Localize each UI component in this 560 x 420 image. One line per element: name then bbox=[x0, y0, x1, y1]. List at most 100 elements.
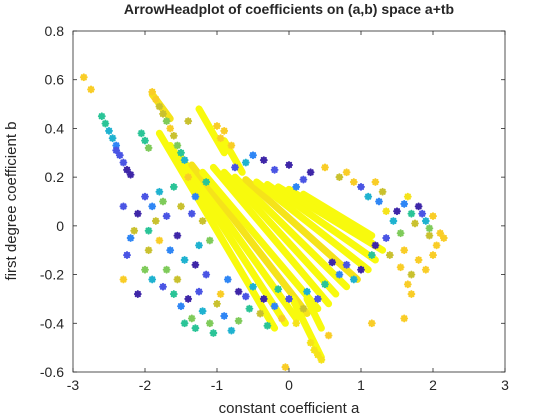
data-point-74 bbox=[310, 346, 319, 354]
data-point-134 bbox=[249, 282, 257, 291]
data-point-25 bbox=[184, 117, 193, 126]
data-point-96 bbox=[411, 219, 419, 228]
marker-band-3 bbox=[188, 161, 311, 318]
x-tick-label: -1 bbox=[211, 377, 224, 393]
data-point-58 bbox=[205, 319, 214, 328]
marker-band-0 bbox=[155, 129, 279, 332]
data-point-61 bbox=[220, 312, 229, 320]
marker-band-10 bbox=[263, 180, 379, 264]
data-point-100 bbox=[389, 217, 398, 225]
data-point-85 bbox=[421, 265, 430, 274]
data-point-154 bbox=[382, 207, 391, 216]
data-point-43 bbox=[180, 256, 189, 264]
data-point-124 bbox=[335, 270, 344, 279]
x-axis: -3 -2 -1 0 1 2 3 bbox=[67, 31, 509, 393]
data-point-60 bbox=[213, 299, 221, 308]
data-point-40 bbox=[169, 182, 178, 191]
data-point-155 bbox=[403, 192, 412, 201]
data-point-29 bbox=[227, 141, 236, 150]
data-point-125 bbox=[342, 260, 351, 269]
data-point-81 bbox=[396, 263, 405, 272]
data-point-49 bbox=[148, 275, 157, 284]
y-tick-label: 0.2 bbox=[45, 169, 65, 185]
data-point-22 bbox=[173, 141, 182, 150]
data-point-71 bbox=[299, 304, 308, 313]
data-point-19 bbox=[144, 144, 153, 152]
data-point-76 bbox=[317, 355, 326, 364]
y-tick-label: -0.2 bbox=[40, 267, 64, 283]
data-point-104 bbox=[378, 187, 387, 196]
data-point-16 bbox=[126, 170, 135, 179]
data-point-33 bbox=[155, 187, 164, 196]
chart-title: ArrowHeadplot of coefficients on (a,b) s… bbox=[124, 1, 454, 17]
marker-band-15 bbox=[195, 105, 228, 157]
data-point-20 bbox=[166, 124, 175, 133]
data-point-48 bbox=[141, 265, 149, 274]
data-point-91 bbox=[418, 209, 427, 218]
data-point-144 bbox=[187, 209, 196, 218]
data-point-135 bbox=[234, 287, 243, 296]
data-point-140 bbox=[191, 192, 200, 201]
x-tick-label: 2 bbox=[429, 377, 437, 393]
y-axis-label: first degree coefficient b bbox=[3, 122, 20, 281]
data-point-13 bbox=[115, 151, 124, 160]
data-point-37 bbox=[159, 197, 167, 206]
data-point-119 bbox=[259, 156, 268, 164]
data-point-67 bbox=[263, 321, 272, 330]
data-point-116 bbox=[292, 182, 301, 191]
y-tick-label: -0.4 bbox=[40, 315, 64, 331]
marker-band-4 bbox=[199, 168, 322, 313]
data-point-129 bbox=[313, 295, 322, 303]
data-point-88 bbox=[425, 231, 434, 240]
data-point-84 bbox=[414, 256, 423, 264]
y-tick-label: 0.8 bbox=[45, 23, 65, 39]
data-point-107 bbox=[364, 192, 373, 201]
data-point-57 bbox=[198, 307, 207, 316]
data-point-23 bbox=[177, 148, 185, 157]
data-point-137 bbox=[202, 270, 211, 279]
data-point-62 bbox=[227, 326, 236, 335]
y-tick-label: 0 bbox=[56, 218, 64, 234]
x-tick-label: -2 bbox=[139, 377, 152, 393]
data-point-117 bbox=[285, 161, 293, 169]
data-point-120 bbox=[249, 151, 257, 160]
data-point-150 bbox=[173, 275, 182, 284]
data-point-101 bbox=[396, 229, 405, 238]
data-point-44 bbox=[184, 173, 193, 182]
data-point-3 bbox=[151, 95, 160, 104]
data-point-106 bbox=[367, 251, 376, 259]
data-point-89 bbox=[436, 229, 445, 238]
marker-band-12 bbox=[285, 185, 376, 247]
data-point-143 bbox=[195, 241, 203, 250]
data-point-132 bbox=[274, 285, 283, 294]
data-point-9 bbox=[105, 126, 113, 135]
data-point-8 bbox=[101, 119, 110, 128]
data-point-123 bbox=[328, 258, 337, 267]
x-tick-label: -3 bbox=[67, 377, 80, 393]
data-point-31 bbox=[141, 192, 149, 201]
data-point-21 bbox=[169, 131, 178, 140]
y-tick-label: 0.6 bbox=[45, 72, 65, 88]
data-point-113 bbox=[321, 163, 329, 172]
data-point-69 bbox=[277, 314, 286, 323]
data-point-65 bbox=[245, 304, 254, 313]
x-tick-label: 0 bbox=[285, 377, 293, 393]
data-point-146 bbox=[133, 290, 142, 298]
marker-band-16 bbox=[220, 137, 246, 176]
x-axis-label: constant coefficient a bbox=[219, 400, 360, 417]
data-point-2 bbox=[148, 87, 157, 96]
x-tick-label: 3 bbox=[501, 377, 509, 393]
data-point-53 bbox=[184, 295, 193, 303]
data-point-27 bbox=[216, 134, 225, 143]
data-point-70 bbox=[292, 319, 301, 328]
data-point-145 bbox=[123, 251, 131, 259]
data-point-68 bbox=[270, 302, 279, 311]
data-point-15 bbox=[123, 165, 131, 174]
data-point-121 bbox=[241, 158, 250, 167]
y-axis: -0.6 -0.4 -0.2 0 0.2 0.4 0.6 0.8 bbox=[40, 23, 505, 380]
data-point-122 bbox=[231, 163, 239, 172]
data-point-4 bbox=[155, 102, 164, 111]
data-point-87 bbox=[432, 241, 441, 250]
data-point-5 bbox=[159, 109, 167, 118]
